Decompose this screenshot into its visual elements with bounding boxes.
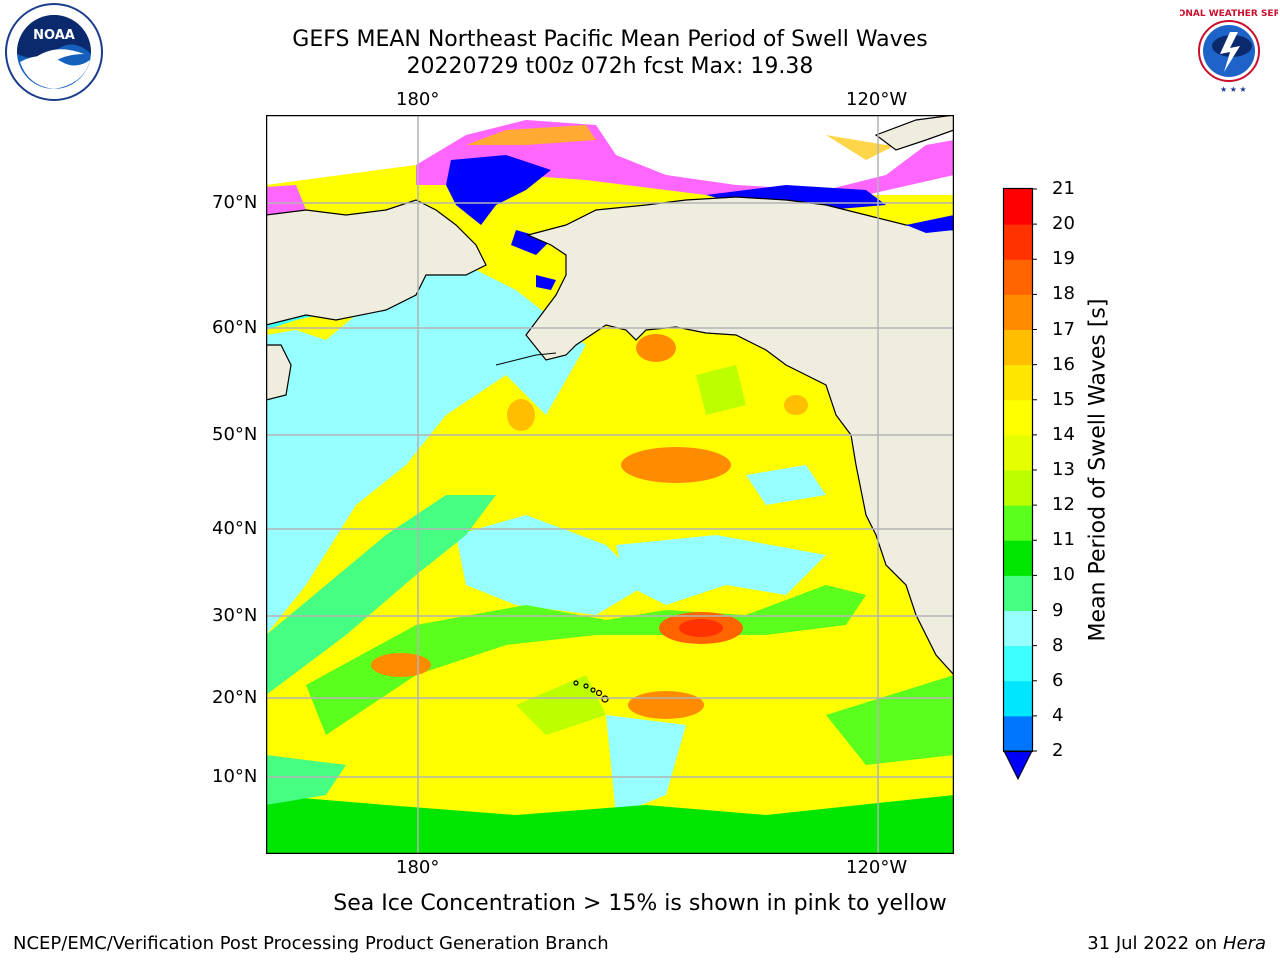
colorbar-tick-label: 20 (1052, 213, 1075, 235)
colorbar-band (1004, 610, 1032, 647)
map-panel (266, 115, 954, 854)
lon-label-top-180: 180° (396, 89, 440, 110)
region-green-7 (516, 675, 606, 735)
colorbar-band (1004, 645, 1032, 682)
credit-right: 31 Jul 2022 on Hera (1087, 933, 1266, 954)
region-orange-20n (628, 691, 704, 719)
colorbar-band (1004, 399, 1032, 436)
colorbar-tick-label: 18 (1052, 283, 1075, 305)
colorbar-band (1004, 434, 1032, 471)
lat-label-10n: 10°N (212, 766, 258, 787)
region-orange-canada (784, 395, 808, 415)
colorbar-tick-label: 16 (1052, 353, 1075, 375)
colorbar-tick-label: 9 (1052, 599, 1064, 621)
colorbar-tick-label: 19 (1052, 248, 1075, 270)
nws-logo: NATIONAL WEATHER SERVICE ★ ★ ★ (1154, 2, 1280, 104)
colorbar-tick-label: 13 (1052, 459, 1075, 480)
map-title: GEFS MEAN Northeast Pacific Mean Period … (292, 27, 928, 52)
aleutian-islands (495, 352, 557, 366)
credit-date: 31 Jul 2022 on (1087, 933, 1223, 954)
lon-label-bottom-180: 180° (396, 857, 440, 878)
region-cyan-west (266, 265, 586, 635)
colorbar-band (1004, 575, 1032, 611)
land-alaska-canada (525, 196, 954, 854)
credit-left: NCEP/EMC/Verification Post Processing Pr… (13, 933, 609, 954)
land-arctic-islands (874, 115, 954, 151)
lat-label-30n: 30°N (212, 605, 258, 626)
lat-label-40n: 40°N (212, 518, 258, 539)
colorbar-band (1004, 470, 1032, 506)
colorbar-tick-label: 2 (1052, 740, 1064, 761)
colorbar (1002, 187, 1037, 781)
region-green-3 (266, 795, 954, 854)
land-kamchatka (266, 344, 292, 401)
region-cyan-ne (746, 465, 826, 505)
map-subtitle: 20220729 t00z 072h fcst Max: 19.38 (406, 54, 814, 79)
colorbar-band (1004, 189, 1032, 225)
colorbar-band (1004, 505, 1032, 541)
colorbar-band (1004, 329, 1032, 366)
sea-ice-note: Sea Ice Concentration > 15% is shown in … (333, 891, 947, 916)
colorbar-band (1004, 224, 1032, 260)
noaa-logo-text: NOAA (33, 28, 75, 43)
nws-logo-text: NATIONAL WEATHER SERVICE (1180, 9, 1278, 19)
region-orange-gulf (636, 334, 676, 362)
colorbar-tick-label: 21 (1052, 178, 1075, 199)
colorbar-band (1004, 680, 1032, 717)
region-blue-chukchi (446, 155, 551, 225)
swell-period-map (266, 115, 954, 854)
hawaiian-islands (573, 680, 609, 703)
colorbar-tick-label: 8 (1052, 634, 1064, 656)
colorbar-label: Mean Period of Swell Waves [s] (1085, 298, 1111, 642)
lon-label-bottom-120w: 120°W (846, 857, 908, 878)
colorbar-tick-label: 4 (1052, 704, 1064, 726)
colorbar-band (1004, 715, 1032, 752)
region-cyan-bottom (606, 715, 686, 815)
colorbar-tick-label: 15 (1052, 388, 1075, 410)
region-green-1 (266, 495, 496, 695)
colorbar-under-triangle (1003, 750, 1033, 781)
region-orange-west-20n (371, 653, 431, 677)
lat-label-20n: 20°N (212, 687, 258, 708)
colorbar-tick-label: 10 (1052, 564, 1075, 586)
region-green-6 (696, 365, 746, 415)
lat-label-70n: 70°N (212, 192, 258, 213)
colorbar-tick-label: 6 (1052, 669, 1064, 691)
region-green-4 (266, 755, 346, 805)
colorbar-tick-label: 11 (1052, 529, 1075, 551)
colorbar-band (1004, 364, 1032, 401)
map-border (266, 115, 954, 854)
lat-label-60n: 60°N (212, 317, 258, 338)
credit-machine: Hera (1222, 933, 1266, 954)
colorbar-tick-label: 17 (1052, 318, 1075, 340)
land-siberia (266, 199, 487, 326)
lat-label-50n: 50°N (212, 424, 258, 445)
region-cyan-central (616, 535, 826, 605)
noaa-logo: NOAA (2, 2, 106, 106)
region-orange-bering-south (507, 399, 535, 431)
colorbar-band (1004, 294, 1032, 330)
svg-text:★ ★ ★: ★ ★ ★ (1220, 85, 1247, 94)
lon-label-top-120w: 120°W (846, 89, 908, 110)
region-cyan-mid (456, 515, 646, 615)
gridlines (266, 115, 954, 854)
colorbar-band (1004, 259, 1032, 295)
colorbar-tick-label: 14 (1052, 423, 1075, 445)
region-orange-north-pacific (621, 447, 731, 483)
colorbar-tick-label: 12 (1052, 494, 1075, 516)
colorbar-band (1004, 540, 1032, 576)
